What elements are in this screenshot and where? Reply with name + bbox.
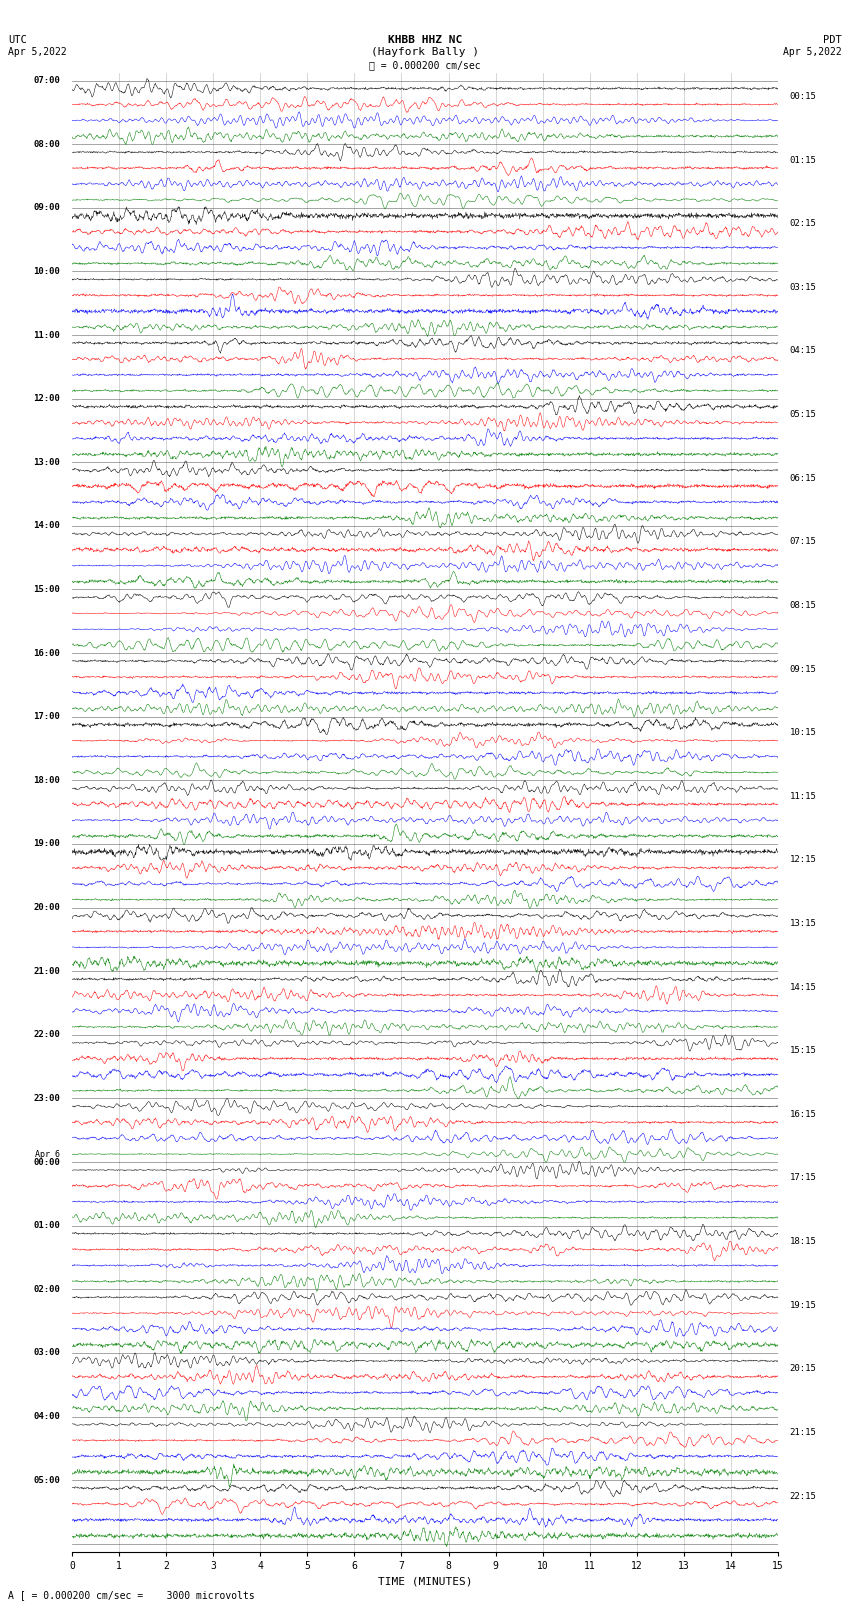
X-axis label: TIME (MINUTES): TIME (MINUTES) [377,1576,473,1586]
Text: 20:15: 20:15 [790,1365,816,1373]
Text: 08:15: 08:15 [790,602,816,610]
Text: 11:00: 11:00 [34,331,60,339]
Text: 20:00: 20:00 [34,903,60,911]
Text: Apr 5,2022: Apr 5,2022 [783,47,842,56]
Text: 12:15: 12:15 [790,855,816,865]
Text: 06:15: 06:15 [790,474,816,482]
Text: 07:15: 07:15 [790,537,816,547]
Text: 04:00: 04:00 [34,1411,60,1421]
Text: 14:00: 14:00 [34,521,60,531]
Text: 21:00: 21:00 [34,966,60,976]
Text: 16:00: 16:00 [34,648,60,658]
Text: 01:15: 01:15 [790,155,816,165]
Text: 03:00: 03:00 [34,1348,60,1358]
Text: 18:15: 18:15 [790,1237,816,1247]
Text: Apr 5,2022: Apr 5,2022 [8,47,67,56]
Text: 10:00: 10:00 [34,266,60,276]
Text: KHBB HHZ NC: KHBB HHZ NC [388,35,462,45]
Text: 09:00: 09:00 [34,203,60,213]
Text: ⎳ = 0.000200 cm/sec: ⎳ = 0.000200 cm/sec [369,60,481,69]
Text: 01:00: 01:00 [34,1221,60,1231]
Text: 08:00: 08:00 [34,140,60,148]
Text: 00:00: 00:00 [34,1158,60,1166]
Text: 10:15: 10:15 [790,727,816,737]
Text: 16:15: 16:15 [790,1110,816,1119]
Text: A [ = 0.000200 cm/sec =    3000 microvolts: A [ = 0.000200 cm/sec = 3000 microvolts [8,1590,255,1600]
Text: 02:00: 02:00 [34,1286,60,1294]
Text: 23:00: 23:00 [34,1094,60,1103]
Text: 13:00: 13:00 [34,458,60,466]
Text: 15:15: 15:15 [790,1047,816,1055]
Text: 03:15: 03:15 [790,282,816,292]
Text: 07:00: 07:00 [34,76,60,85]
Text: 14:15: 14:15 [790,982,816,992]
Text: 05:00: 05:00 [34,1476,60,1484]
Text: 04:15: 04:15 [790,347,816,355]
Text: 15:00: 15:00 [34,586,60,594]
Text: 02:15: 02:15 [790,219,816,227]
Text: 22:00: 22:00 [34,1031,60,1039]
Text: 11:15: 11:15 [790,792,816,800]
Text: 21:15: 21:15 [790,1428,816,1437]
Text: 17:00: 17:00 [34,713,60,721]
Text: 18:00: 18:00 [34,776,60,786]
Text: 00:15: 00:15 [790,92,816,102]
Text: 19:00: 19:00 [34,839,60,848]
Text: 22:15: 22:15 [790,1492,816,1500]
Text: 13:15: 13:15 [790,919,816,927]
Text: PDT: PDT [823,35,842,45]
Text: (Hayfork Bally ): (Hayfork Bally ) [371,47,479,56]
Text: 17:15: 17:15 [790,1173,816,1182]
Text: 09:15: 09:15 [790,665,816,674]
Text: Apr 6: Apr 6 [36,1150,60,1158]
Text: 12:00: 12:00 [34,394,60,403]
Text: 05:15: 05:15 [790,410,816,419]
Text: UTC: UTC [8,35,27,45]
Text: 19:15: 19:15 [790,1300,816,1310]
